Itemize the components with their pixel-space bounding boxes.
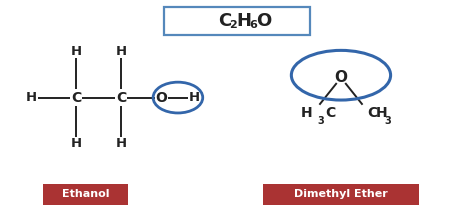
Text: H: H xyxy=(376,106,387,120)
Text: O: O xyxy=(155,91,167,104)
Text: O: O xyxy=(335,70,347,85)
Text: H: H xyxy=(71,137,82,150)
Text: H: H xyxy=(301,106,313,120)
Text: H: H xyxy=(26,91,37,104)
Text: H: H xyxy=(189,91,200,104)
Text: C: C xyxy=(218,12,231,30)
Text: C: C xyxy=(116,91,127,104)
Text: 2: 2 xyxy=(229,20,237,29)
Text: O: O xyxy=(256,12,271,30)
Text: C: C xyxy=(325,106,335,120)
Text: 3: 3 xyxy=(318,116,324,126)
FancyBboxPatch shape xyxy=(263,184,419,205)
FancyBboxPatch shape xyxy=(43,184,128,205)
Text: 3: 3 xyxy=(384,116,391,126)
Text: Dimethyl Ether: Dimethyl Ether xyxy=(294,189,388,200)
Text: H: H xyxy=(116,137,127,150)
Text: Ethanol: Ethanol xyxy=(62,189,109,200)
Text: C: C xyxy=(71,91,82,104)
Text: C: C xyxy=(367,106,377,120)
Text: 6: 6 xyxy=(249,20,257,29)
Text: H: H xyxy=(237,12,252,30)
FancyBboxPatch shape xyxy=(164,7,310,35)
Text: H: H xyxy=(71,45,82,58)
Text: H: H xyxy=(116,45,127,58)
